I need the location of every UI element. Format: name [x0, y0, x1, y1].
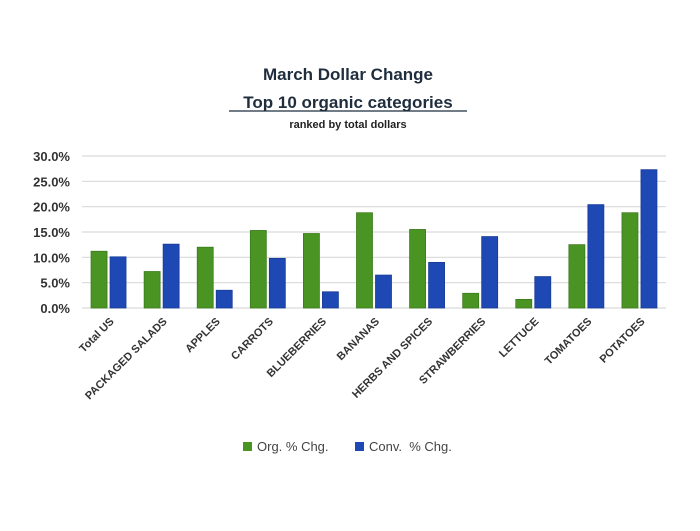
- bar-conv: [428, 261, 445, 309]
- bar-org: [143, 271, 161, 309]
- bars: [90, 169, 658, 309]
- legend-swatch: [243, 442, 252, 451]
- x-category-label: TOMATOES: [543, 316, 595, 368]
- bar-conv: [534, 276, 552, 309]
- y-axis: 0.0% 5.0% 10.0% 15.0% 20.0% 25.0% 30.0%: [33, 149, 70, 316]
- chart-title: March Dollar Change: [263, 65, 433, 84]
- legend-swatch: [355, 442, 364, 451]
- x-category-label: POTATOES: [598, 316, 648, 366]
- y-tick-label: 15.0%: [33, 225, 70, 240]
- bar-org: [568, 244, 586, 309]
- bar-org: [196, 246, 214, 309]
- chart-subtitle: Top 10 organic categories: [243, 93, 452, 112]
- bar-conv: [215, 289, 233, 309]
- x-category-label: LETTUCE: [497, 316, 541, 360]
- x-category-label: Total US: [77, 316, 116, 355]
- bar-conv: [587, 204, 605, 309]
- x-category-label: BANANAS: [335, 316, 382, 363]
- x-category-label: CARROTS: [229, 316, 276, 363]
- bar-conv: [481, 236, 499, 309]
- y-tick-label: 0.0%: [40, 301, 70, 316]
- bar-org: [621, 212, 639, 309]
- legend-label: Conv. % Chg.: [369, 439, 452, 454]
- bar-conv: [322, 291, 339, 309]
- bar-conv: [375, 274, 392, 309]
- y-tick-label: 5.0%: [40, 276, 70, 291]
- bar-conv: [268, 257, 286, 309]
- legend-label: Org. % Chg.: [257, 439, 329, 454]
- legend: Org. % Chg. Conv. % Chg.: [243, 439, 452, 454]
- y-tick-label: 25.0%: [33, 174, 70, 189]
- bar-conv: [640, 169, 658, 309]
- bar-org: [356, 212, 373, 309]
- bar-org: [303, 233, 320, 309]
- bar-org: [409, 229, 426, 309]
- bar-conv: [162, 243, 180, 309]
- bar-org: [90, 250, 108, 309]
- y-tick-label: 20.0%: [33, 200, 70, 215]
- x-category-label: APPLES: [183, 316, 223, 356]
- y-tick-label: 10.0%: [33, 250, 70, 265]
- bar-org: [249, 230, 267, 309]
- bar-org: [515, 298, 533, 309]
- bar-conv: [109, 256, 127, 309]
- chart-note: ranked by total dollars: [289, 119, 406, 131]
- bar-org: [462, 292, 480, 309]
- y-tick-label: 30.0%: [33, 149, 70, 164]
